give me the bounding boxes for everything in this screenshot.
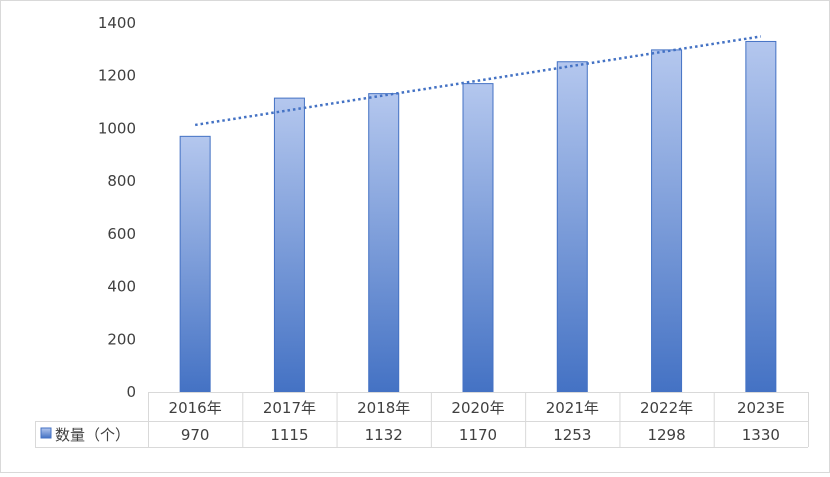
bar xyxy=(462,83,494,393)
data-label: 970 xyxy=(181,426,210,444)
data-label: 1132 xyxy=(365,426,403,444)
bar xyxy=(273,97,305,393)
data-label: 1253 xyxy=(553,426,591,444)
y-tick-label: 200 xyxy=(107,330,136,348)
category-label: 2022年 xyxy=(640,399,693,417)
category-label: 2018年 xyxy=(357,399,410,417)
y-tick-label: 600 xyxy=(107,225,136,243)
bar xyxy=(745,40,777,393)
category-label: 2023E xyxy=(737,399,785,417)
category-label: 2017年 xyxy=(263,399,316,417)
category-label: 2021年 xyxy=(546,399,599,417)
data-label: 1298 xyxy=(647,426,685,444)
bars-group xyxy=(179,40,777,393)
legend-label: 数量（个） xyxy=(55,426,130,444)
data-label: 1170 xyxy=(459,426,497,444)
y-tick-label: 1200 xyxy=(98,67,136,85)
category-label: 2020年 xyxy=(451,399,504,417)
y-axis-ticks: 0 200 400 600 800 1000 1200 1400 xyxy=(98,14,136,401)
data-table: 2016年 970 2017年 1115 2018年 1132 2020年 1170 2021年… xyxy=(35,392,809,448)
data-label: 1330 xyxy=(742,426,780,444)
y-tick-label: 1000 xyxy=(98,119,136,137)
bar xyxy=(368,93,400,393)
legend-swatch xyxy=(40,427,52,439)
bar xyxy=(556,61,588,393)
y-tick-label: 1400 xyxy=(98,14,136,32)
category-label: 2016年 xyxy=(169,399,222,417)
trendline-group xyxy=(194,35,762,127)
bar xyxy=(651,49,683,393)
data-label: 1115 xyxy=(270,426,308,444)
y-tick-label: 800 xyxy=(107,172,136,190)
y-tick-label: 400 xyxy=(107,278,136,296)
trendline xyxy=(194,35,762,127)
y-tick-label: 0 xyxy=(126,383,136,401)
bar xyxy=(179,135,211,393)
